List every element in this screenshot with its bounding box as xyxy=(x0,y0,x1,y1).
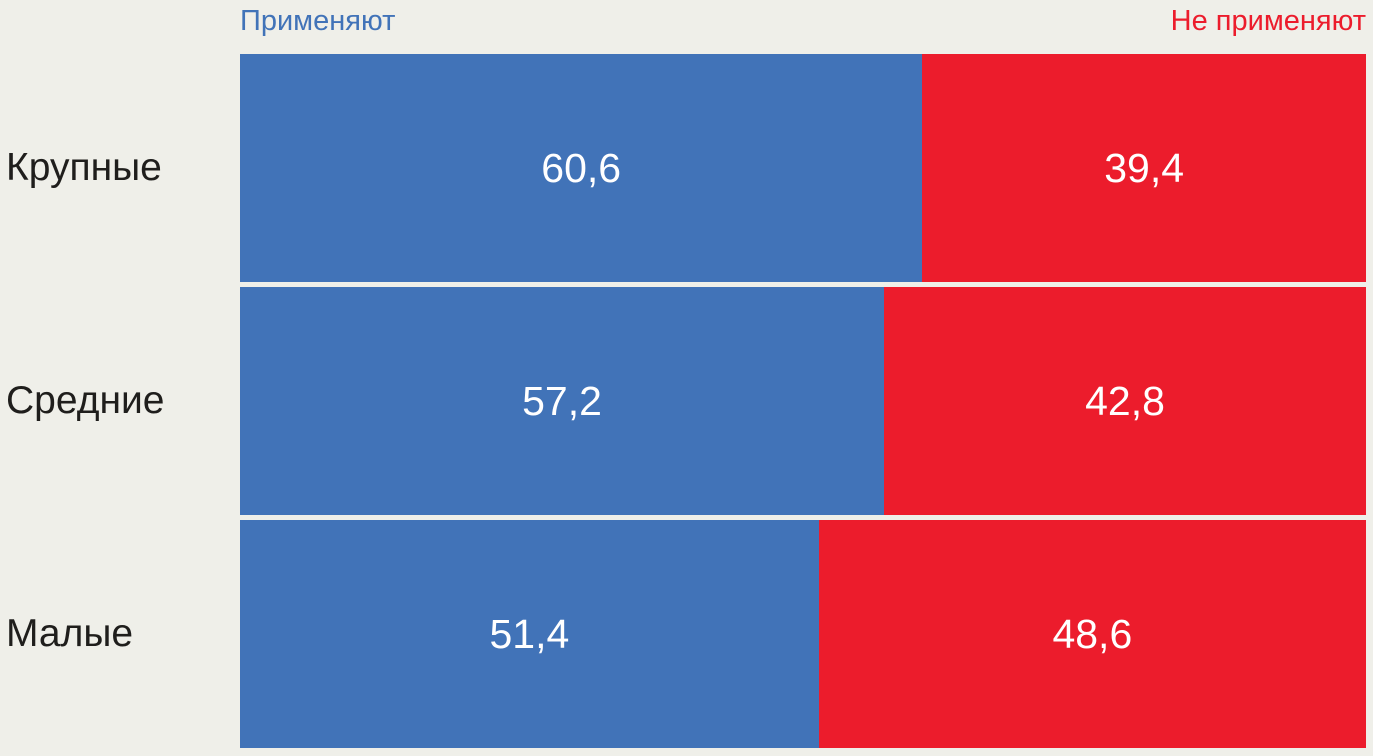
bar-segment-apply: 51,4 xyxy=(240,520,819,748)
category-label: Средние xyxy=(6,379,165,422)
chart-row: Малые 51,4 48,6 xyxy=(0,520,1366,748)
chart-row: Средние 57,2 42,8 xyxy=(0,287,1366,515)
value-label: 39,4 xyxy=(1104,144,1185,191)
value-label: 42,8 xyxy=(1085,377,1165,424)
bar-track: 51,4 48,6 xyxy=(240,520,1366,748)
bar-track: 60,6 39,4 xyxy=(240,54,1366,282)
bar-segment-not-apply: 48,6 xyxy=(818,520,1366,748)
bars-area: Крупные 60,6 39,4 Средние 57,2 42,8 Малые 51,4 4… xyxy=(0,54,1366,748)
bar-segment-not-apply: 39,4 xyxy=(922,54,1366,282)
category-label: Малые xyxy=(6,612,134,655)
category-label: Крупные xyxy=(6,146,162,189)
bar-segment-apply: 60,6 xyxy=(240,54,923,282)
value-label: 57,2 xyxy=(522,377,602,424)
value-label: 48,6 xyxy=(1052,610,1133,657)
bar-segment-not-apply: 42,8 xyxy=(884,287,1366,515)
value-label: 51,4 xyxy=(489,610,570,657)
legend-item-apply: Применяют xyxy=(240,5,396,37)
bar-track: 57,2 42,8 xyxy=(240,287,1366,515)
value-label: 60,6 xyxy=(541,144,622,191)
legend: Применяют Не применяют xyxy=(240,5,1366,50)
legend-item-not-apply: Не применяют xyxy=(1170,5,1366,37)
chart-row: Крупные 60,6 39,4 xyxy=(0,54,1366,282)
bar-segment-apply: 57,2 xyxy=(240,287,885,515)
